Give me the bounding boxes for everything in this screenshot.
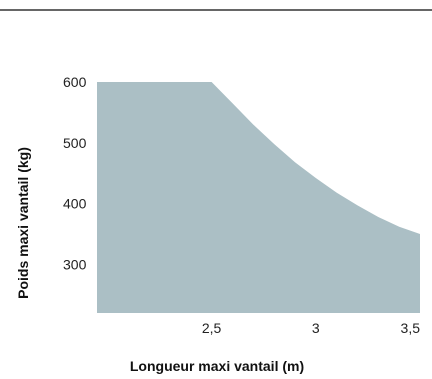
x-axis-ticks: 2,5 3 3,5 [202, 320, 420, 336]
x-tick-label-3,5: 3,5 [401, 320, 421, 336]
x-tick-label-3: 3 [312, 320, 320, 336]
y-tick-label-600: 600 [63, 74, 87, 90]
y-tick-label-500: 500 [63, 135, 87, 151]
y-tick-label-400: 400 [63, 196, 87, 212]
area-fill [97, 82, 420, 313]
y-axis-label: Poids maxi vantail (kg) [15, 147, 31, 299]
y-axis-ticks: 600 500 400 300 [63, 74, 87, 272]
x-axis-label: Longueur maxi vantail (m) [130, 358, 304, 374]
y-tick-label-300: 300 [63, 256, 87, 272]
x-tick-label-2,5: 2,5 [202, 320, 222, 336]
